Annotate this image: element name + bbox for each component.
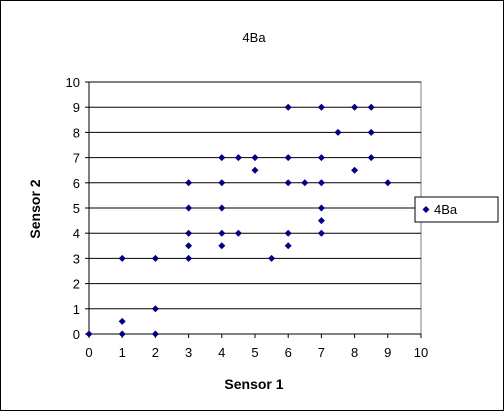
data-point bbox=[268, 254, 276, 262]
chart-title: 4Ba bbox=[242, 30, 266, 45]
data-point bbox=[218, 179, 226, 187]
data-point bbox=[118, 330, 126, 338]
x-tick-label: 1 bbox=[119, 345, 126, 360]
data-point bbox=[218, 154, 226, 162]
data-point bbox=[151, 330, 159, 338]
y-tick-label: 5 bbox=[73, 201, 80, 216]
x-tick-label: 3 bbox=[185, 345, 192, 360]
data-point bbox=[251, 154, 259, 162]
data-point bbox=[234, 154, 242, 162]
x-tick-label: 7 bbox=[318, 345, 325, 360]
data-point bbox=[317, 229, 325, 237]
data-point bbox=[234, 229, 242, 237]
y-tick-label: 3 bbox=[73, 251, 80, 266]
y-tick-label: 0 bbox=[73, 327, 80, 342]
data-point bbox=[151, 305, 159, 313]
y-tick-label: 8 bbox=[73, 125, 80, 140]
data-point bbox=[118, 317, 126, 325]
y-tick-label: 9 bbox=[73, 100, 80, 115]
y-tick-label: 10 bbox=[66, 75, 80, 90]
data-point bbox=[317, 154, 325, 162]
legend-label: 4Ba bbox=[434, 202, 458, 217]
data-point bbox=[351, 103, 359, 111]
x-tick-label: 10 bbox=[414, 345, 428, 360]
data-point bbox=[218, 204, 226, 212]
data-point bbox=[367, 128, 375, 136]
data-point bbox=[317, 179, 325, 187]
y-tick-label: 6 bbox=[73, 176, 80, 191]
data-point bbox=[185, 254, 193, 262]
data-point bbox=[367, 154, 375, 162]
y-tick-label: 1 bbox=[73, 302, 80, 317]
y-tick-label: 4 bbox=[73, 226, 80, 241]
data-point bbox=[284, 229, 292, 237]
data-point bbox=[151, 254, 159, 262]
data-point bbox=[367, 103, 375, 111]
gridlines bbox=[89, 81, 421, 310]
data-point bbox=[317, 217, 325, 225]
x-tick-label: 5 bbox=[251, 345, 258, 360]
data-point bbox=[185, 204, 193, 212]
data-point bbox=[351, 166, 359, 174]
data-point bbox=[284, 242, 292, 250]
plot-area: 0 1 2 3 4 5 6 7 8 9 10 0 1 2 3 4 5 6 7 8 9 10 bbox=[66, 75, 429, 360]
y-tick-label: 2 bbox=[73, 277, 80, 292]
axes bbox=[85, 81, 422, 338]
x-tick-label: 8 bbox=[351, 345, 358, 360]
data-point bbox=[384, 179, 392, 187]
x-tick-label: 6 bbox=[285, 345, 292, 360]
data-point bbox=[284, 103, 292, 111]
data-points bbox=[85, 103, 392, 338]
data-point bbox=[284, 154, 292, 162]
x-tick-label: 0 bbox=[85, 345, 92, 360]
x-tick-label: 2 bbox=[152, 345, 159, 360]
x-tick-labels: 0 1 2 3 4 5 6 7 8 9 10 bbox=[85, 345, 428, 360]
data-point bbox=[251, 166, 259, 174]
data-point bbox=[118, 254, 126, 262]
data-point bbox=[185, 179, 193, 187]
legend-marker-diamond-icon bbox=[422, 206, 430, 213]
x-tick-label: 9 bbox=[384, 345, 391, 360]
data-point bbox=[85, 330, 93, 338]
y-tick-label: 7 bbox=[73, 151, 80, 166]
y-axis-label: Sensor 2 bbox=[27, 179, 43, 238]
data-point bbox=[218, 242, 226, 250]
data-point bbox=[301, 179, 309, 187]
data-point bbox=[317, 103, 325, 111]
x-tick-label: 4 bbox=[218, 345, 225, 360]
legend: 4Ba bbox=[414, 196, 499, 223]
data-point bbox=[185, 229, 193, 237]
data-point bbox=[334, 128, 342, 136]
data-point bbox=[284, 179, 292, 187]
data-point bbox=[317, 204, 325, 212]
x-axis-label: Sensor 1 bbox=[224, 376, 283, 392]
y-tick-labels: 0 1 2 3 4 5 6 7 8 9 10 bbox=[66, 75, 80, 342]
data-point bbox=[185, 242, 193, 250]
data-point bbox=[218, 229, 226, 237]
